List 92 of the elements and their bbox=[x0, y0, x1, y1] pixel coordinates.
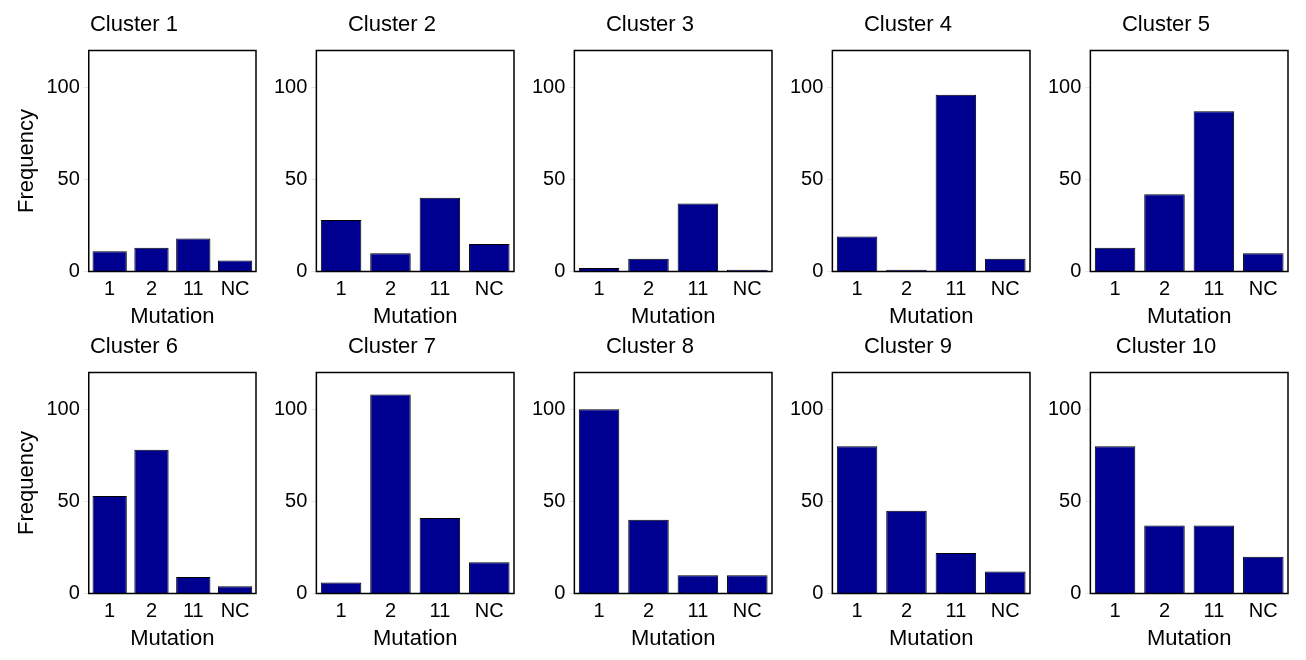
y-tick-label: 0 bbox=[1070, 581, 1082, 604]
chart-title: Cluster 5 bbox=[1121, 11, 1211, 37]
x-tick-label: 2 bbox=[1158, 277, 1171, 300]
chart-title: Cluster 8 bbox=[605, 333, 695, 359]
y-tick-label: 0 bbox=[296, 259, 308, 282]
x-tick-label: NC bbox=[1248, 277, 1278, 300]
y-tick-label: 100 bbox=[273, 396, 308, 419]
y-tick-label: 0 bbox=[554, 259, 566, 282]
x-tick-label: NC bbox=[220, 277, 250, 300]
y-tick-label: 100 bbox=[1047, 396, 1082, 419]
x-tick-label: NC bbox=[990, 599, 1020, 622]
x-axis-title: Mutation bbox=[1146, 624, 1232, 650]
y-tick-label: 0 bbox=[812, 259, 824, 282]
x-tick-label: 11 bbox=[945, 599, 967, 622]
y-tick-label: 50 bbox=[285, 488, 308, 511]
x-axis-title: Mutation bbox=[372, 624, 458, 650]
x-tick-label: NC bbox=[474, 599, 504, 622]
y-tick-label: 50 bbox=[1059, 488, 1082, 511]
x-tick-label: 2 bbox=[900, 277, 913, 300]
y-axis-title: Frequency bbox=[13, 431, 39, 535]
chart-title: Cluster 9 bbox=[863, 333, 953, 359]
x-tick-label: 11 bbox=[429, 599, 451, 622]
y-tick-label: 50 bbox=[285, 166, 308, 189]
x-tick-label: 2 bbox=[900, 599, 913, 622]
x-tick-label: 1 bbox=[1109, 599, 1121, 622]
x-tick-label: 11 bbox=[687, 599, 709, 622]
x-tick-label: 1 bbox=[851, 277, 863, 300]
x-tick-label: 11 bbox=[182, 599, 204, 622]
x-tick-label: 2 bbox=[642, 599, 655, 622]
x-tick-label: 1 bbox=[104, 599, 116, 622]
y-tick-label: 100 bbox=[531, 396, 566, 419]
chart-title: Cluster 10 bbox=[1115, 333, 1217, 359]
y-tick-label: 0 bbox=[296, 581, 308, 604]
y-tick-label: 0 bbox=[68, 581, 80, 604]
y-axis-title: Frequency bbox=[13, 109, 39, 213]
y-tick-label: 100 bbox=[789, 74, 824, 97]
y-tick-label: 100 bbox=[46, 74, 80, 97]
x-tick-label: NC bbox=[732, 277, 762, 300]
x-tick-label: 2 bbox=[145, 277, 158, 300]
x-tick-label: NC bbox=[220, 599, 250, 622]
y-tick-label: 0 bbox=[554, 581, 566, 604]
y-tick-label: 0 bbox=[68, 259, 80, 282]
x-axis-title: Mutation bbox=[888, 624, 974, 650]
x-tick-label: 11 bbox=[687, 277, 709, 300]
x-axis-title: Mutation bbox=[372, 302, 458, 328]
y-tick-label: 50 bbox=[543, 488, 566, 511]
x-tick-label: 1 bbox=[593, 277, 605, 300]
x-axis-title: Mutation bbox=[888, 302, 974, 328]
y-tick-label: 50 bbox=[543, 166, 566, 189]
y-tick-label: 100 bbox=[46, 396, 80, 419]
chart-title: Cluster 4 bbox=[863, 11, 953, 37]
y-tick-label: 100 bbox=[531, 74, 566, 97]
y-tick-label: 0 bbox=[812, 581, 824, 604]
y-tick-label: 50 bbox=[1059, 166, 1082, 189]
x-tick-label: 11 bbox=[945, 277, 967, 300]
x-tick-label: 2 bbox=[384, 277, 397, 300]
x-tick-label: NC bbox=[474, 277, 504, 300]
y-tick-label: 100 bbox=[273, 74, 308, 97]
x-axis-title: Mutation bbox=[130, 624, 215, 650]
chart-title: Cluster 7 bbox=[347, 333, 437, 359]
x-axis-title: Mutation bbox=[1146, 302, 1232, 328]
x-tick-label: 1 bbox=[851, 599, 863, 622]
chart-title: Cluster 2 bbox=[347, 11, 437, 37]
y-tick-label: 50 bbox=[801, 488, 824, 511]
y-tick-label: 100 bbox=[789, 396, 824, 419]
x-tick-label: 1 bbox=[104, 277, 116, 300]
x-tick-label: 11 bbox=[429, 277, 451, 300]
y-tick-label: 50 bbox=[801, 166, 824, 189]
x-tick-label: 1 bbox=[593, 599, 605, 622]
x-tick-label: NC bbox=[732, 599, 762, 622]
chart-title: Cluster 1 bbox=[89, 11, 179, 37]
y-tick-label: 50 bbox=[57, 488, 80, 511]
chart-title: Cluster 3 bbox=[605, 11, 695, 37]
x-tick-label: 1 bbox=[1109, 277, 1121, 300]
x-tick-label: 2 bbox=[145, 599, 158, 622]
chart-title: Cluster 6 bbox=[89, 333, 179, 359]
x-tick-label: 2 bbox=[642, 277, 655, 300]
x-axis-title: Mutation bbox=[630, 624, 716, 650]
x-tick-label: 2 bbox=[1158, 599, 1171, 622]
x-tick-label: 11 bbox=[182, 277, 204, 300]
x-tick-label: 11 bbox=[1203, 277, 1225, 300]
y-tick-label: 100 bbox=[1047, 74, 1082, 97]
y-tick-label: 50 bbox=[57, 166, 80, 189]
x-tick-label: 11 bbox=[1203, 599, 1225, 622]
x-tick-label: 1 bbox=[335, 599, 347, 622]
x-tick-label: 2 bbox=[384, 599, 397, 622]
x-tick-label: 1 bbox=[335, 277, 347, 300]
y-tick-label: 0 bbox=[1070, 259, 1082, 282]
x-axis-title: Mutation bbox=[130, 302, 215, 328]
x-axis-title: Mutation bbox=[630, 302, 716, 328]
x-tick-label: NC bbox=[990, 277, 1020, 300]
x-tick-label: NC bbox=[1248, 599, 1278, 622]
